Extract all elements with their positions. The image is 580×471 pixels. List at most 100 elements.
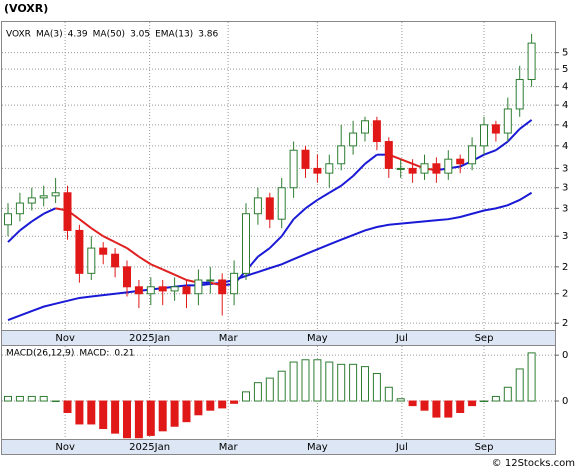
- macd-bar: [384, 386, 393, 402]
- ema-segment: [316, 191, 330, 201]
- macd-bar: [170, 400, 179, 427]
- y-tick-label: 2: [562, 318, 568, 329]
- macd-bar: [468, 400, 477, 407]
- y-tick-label: 0: [562, 350, 568, 361]
- macd-bar: [39, 395, 48, 402]
- ema-segment: [43, 207, 57, 215]
- ema-segment: [257, 247, 271, 258]
- candle-body: [468, 145, 477, 165]
- x-tick-label: May: [307, 442, 328, 453]
- macd-bar: [277, 370, 286, 402]
- candle-body: [230, 272, 239, 295]
- macd-bar: [242, 391, 250, 402]
- macd-bar: [396, 398, 405, 402]
- candle-body: [480, 124, 488, 147]
- legend-text: MACD:: [79, 349, 109, 359]
- legend-text: MACD(26,12,9): [6, 349, 74, 359]
- macd-bar: [75, 400, 84, 425]
- candle-body: [4, 213, 12, 226]
- x-tick-label: May: [307, 333, 328, 344]
- ema-segment: [328, 184, 342, 194]
- y-tick-label: 3: [562, 163, 568, 174]
- macd-bar: [51, 400, 60, 403]
- ema-segment: [364, 153, 378, 165]
- macd-bar: [337, 363, 346, 402]
- candle-body: [527, 42, 536, 81]
- candle-body: [134, 286, 143, 295]
- candle-body: [372, 120, 381, 143]
- candle-body: [420, 163, 429, 174]
- macd-bar: [420, 400, 429, 411]
- legend-text: MA(3): [36, 30, 63, 40]
- candle-body: [123, 266, 131, 288]
- x-tick-label: Sep: [475, 333, 494, 344]
- candle-body: [63, 192, 72, 231]
- macd-bar: [432, 400, 441, 418]
- macd-bar: [63, 400, 72, 413]
- macd-bar: [515, 368, 524, 402]
- ema-segment: [269, 235, 283, 249]
- ema-segment: [280, 218, 295, 237]
- macd-bar: [27, 395, 36, 402]
- x-tick-label: Sep: [475, 442, 494, 453]
- y-tick-label: 0: [562, 396, 568, 407]
- ema-segment: [102, 235, 116, 243]
- candle-body: [313, 167, 322, 174]
- candle-body: [39, 195, 48, 199]
- y-tick-label: 3: [562, 231, 568, 242]
- ema-segment: [19, 220, 33, 232]
- legend-text: 0.21: [114, 349, 134, 359]
- ema-segment: [292, 207, 307, 220]
- ema-segment: [340, 175, 354, 187]
- ema-segment: [78, 218, 92, 229]
- legend-text: 3.86: [198, 30, 218, 40]
- macd-bar: [527, 352, 536, 402]
- macd-bar: [289, 361, 298, 402]
- macd-bar: [313, 359, 322, 402]
- macd-bar: [134, 400, 143, 439]
- legend-text: VOXR: [6, 30, 31, 40]
- y-tick-label: 4: [562, 82, 568, 93]
- macd-bar: [349, 363, 358, 402]
- ema-segment: [483, 149, 497, 156]
- macd-bar: [325, 361, 334, 402]
- candle-body: [194, 279, 203, 295]
- candle-body: [289, 149, 298, 189]
- candle-body: [325, 163, 334, 174]
- ema-segment: [304, 199, 318, 210]
- ema-segment: [31, 212, 45, 223]
- candle-body: [349, 132, 358, 147]
- macd-bar: [491, 395, 500, 402]
- macd-bar: [301, 359, 310, 402]
- macd-bar: [4, 395, 12, 402]
- candle-body: [432, 163, 441, 174]
- ema-segment: [126, 247, 140, 258]
- x-tick-label: Mar: [219, 442, 239, 453]
- candle-body: [111, 253, 120, 268]
- candle-body: [408, 167, 417, 174]
- candle-body: [396, 167, 405, 170]
- macd-bar: [111, 400, 120, 434]
- candle-body: [337, 145, 346, 165]
- ema-segment: [507, 128, 521, 143]
- macd-bar: [230, 400, 239, 404]
- macd-bar: [182, 400, 191, 423]
- candle-body: [87, 247, 96, 274]
- candle-body: [503, 108, 512, 134]
- x-tick-label: Jul: [395, 333, 408, 344]
- candle-body: [51, 192, 60, 197]
- ema-segment: [519, 119, 533, 130]
- macd-bar: [123, 400, 131, 439]
- ma-line: [7, 191, 533, 322]
- candle-body: [277, 187, 286, 220]
- macd-bar: [265, 377, 274, 402]
- candle-body: [444, 158, 453, 174]
- candle-body: [491, 124, 500, 134]
- candle-body: [253, 197, 262, 215]
- ema-segment: [352, 163, 366, 177]
- macd-x-axis: [1, 439, 556, 455]
- ema-segment: [7, 229, 21, 243]
- macd-bar: [372, 373, 381, 402]
- macd-bar: [87, 400, 96, 425]
